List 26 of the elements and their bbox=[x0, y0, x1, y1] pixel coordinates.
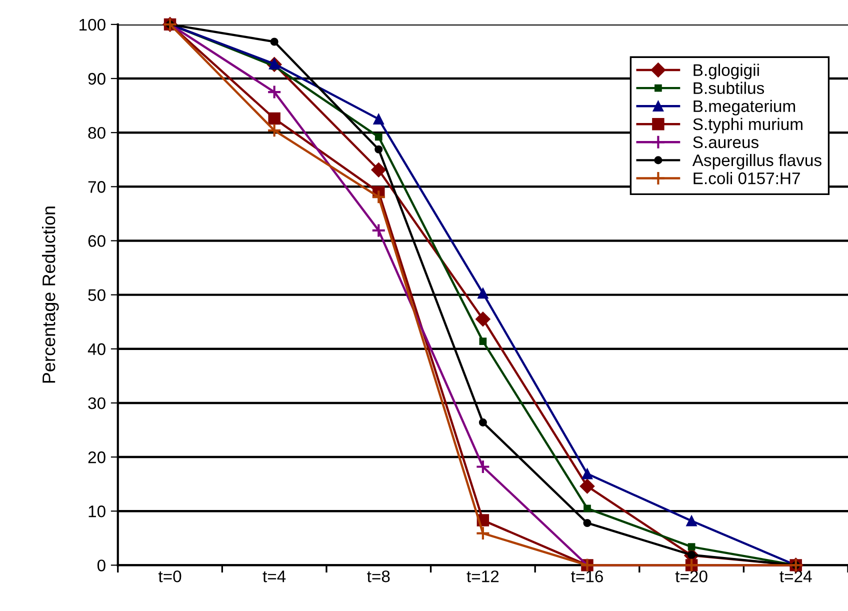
y-tick-label: 80 bbox=[88, 126, 106, 139]
y-tick-label: 100 bbox=[80, 18, 106, 31]
x-tick-label: t=24 bbox=[780, 570, 812, 582]
x-tick-label: t=12 bbox=[466, 570, 499, 582]
y-tick-label: 20 bbox=[88, 451, 106, 464]
y-tick-label: 70 bbox=[88, 181, 106, 193]
x-tick-label: t=16 bbox=[571, 570, 603, 582]
legend-label: Aspergillus flavus bbox=[692, 154, 822, 170]
y-tick-label: 10 bbox=[88, 506, 106, 518]
x-tick-label: t=20 bbox=[675, 570, 708, 582]
y-tick-label: 90 bbox=[88, 72, 106, 85]
x-tick-label: t=8 bbox=[367, 570, 390, 582]
legend-label: B.subtilus bbox=[694, 82, 764, 94]
legend-label: S.aureus bbox=[693, 136, 758, 148]
x-tick-label: t=0 bbox=[158, 570, 182, 582]
y-tick-label: 0 bbox=[97, 560, 106, 572]
y-tick-label: 30 bbox=[88, 397, 106, 410]
legend-label: B.glogigii bbox=[694, 64, 759, 80]
legend-label: E.coli 0157:H7 bbox=[694, 172, 800, 184]
y-tick-label: 50 bbox=[88, 289, 106, 302]
y-tick-label: 60 bbox=[88, 235, 106, 247]
y-tick-label: 40 bbox=[88, 343, 106, 356]
legend-label: B.megaterium bbox=[694, 100, 796, 116]
x-tick-label: t=4 bbox=[262, 570, 286, 582]
y-axis-title: Percentage Reduction bbox=[42, 206, 59, 383]
legend-label: S.typhi murium bbox=[693, 118, 802, 134]
